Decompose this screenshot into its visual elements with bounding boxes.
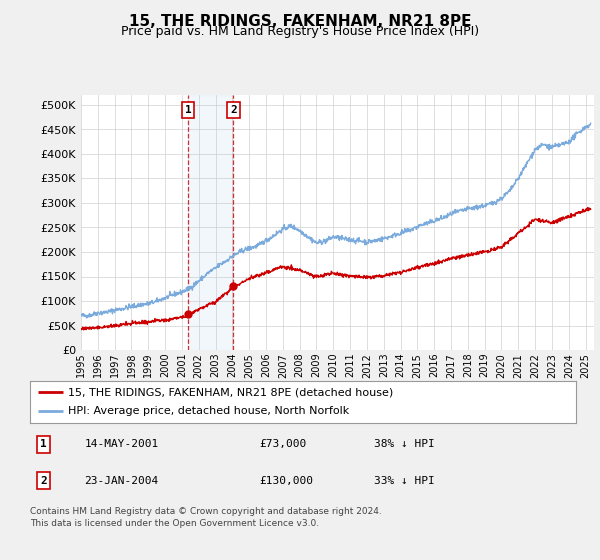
Bar [188,95,233,350]
Text: 14-MAY-2001: 14-MAY-2001 [85,440,159,450]
Text: 2: 2 [230,105,237,115]
Text: 1: 1 [185,105,191,115]
Text: 15, THE RIDINGS, FAKENHAM, NR21 8PE: 15, THE RIDINGS, FAKENHAM, NR21 8PE [129,14,471,29]
Text: 2: 2 [40,476,47,486]
Text: 23-JAN-2004: 23-JAN-2004 [85,476,159,486]
Text: HPI: Average price, detached house, North Norfolk: HPI: Average price, detached house, Nort… [68,407,349,417]
Text: £130,000: £130,000 [259,476,313,486]
Text: 15, THE RIDINGS, FAKENHAM, NR21 8PE (detached house): 15, THE RIDINGS, FAKENHAM, NR21 8PE (det… [68,387,394,397]
Text: £73,000: £73,000 [259,440,307,450]
Text: Price paid vs. HM Land Registry's House Price Index (HPI): Price paid vs. HM Land Registry's House … [121,25,479,38]
Text: Contains HM Land Registry data © Crown copyright and database right 2024.: Contains HM Land Registry data © Crown c… [30,507,382,516]
Text: 33% ↓ HPI: 33% ↓ HPI [374,476,435,486]
Text: 38% ↓ HPI: 38% ↓ HPI [374,440,435,450]
Text: This data is licensed under the Open Government Licence v3.0.: This data is licensed under the Open Gov… [30,519,319,528]
Text: 1: 1 [40,440,47,450]
